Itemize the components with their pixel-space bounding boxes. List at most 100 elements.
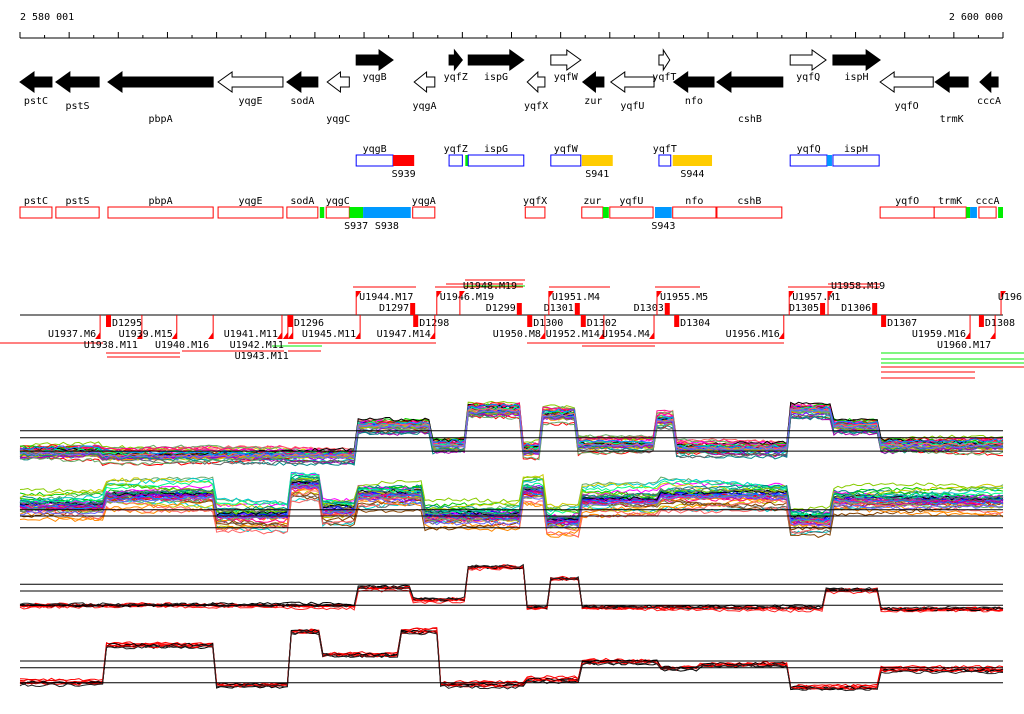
unit-label: yqfO: [895, 196, 919, 207]
segment-box: [393, 155, 415, 166]
terminator-label: D1301: [544, 303, 574, 314]
promoter-flag-icon: [287, 332, 293, 339]
series-line: [19, 476, 1004, 515]
series-line: [19, 473, 1004, 518]
gene-arrow-ispH: [832, 49, 881, 71]
unit-box: [716, 206, 783, 219]
unit-box: [325, 206, 350, 219]
terminator-mark: [674, 315, 680, 327]
series-line: [19, 478, 1004, 520]
promoter-label: U1955.M5: [660, 292, 708, 303]
chart-plus-strand-conditions: [19, 400, 1004, 467]
series-line: [19, 629, 1004, 690]
series-line: [19, 630, 1004, 691]
series-line: [19, 402, 1004, 457]
promoter-flag-icon: [136, 332, 142, 339]
promoter-flag-icon: [789, 291, 795, 298]
terminator-label: D1298: [419, 318, 449, 329]
terminator-label: D1296: [294, 318, 324, 329]
gene-label: yqfW: [554, 72, 579, 83]
unit-label: sodA: [290, 196, 314, 207]
promoter-label: U1945.M11: [302, 329, 356, 340]
terminator-mark: [978, 315, 984, 327]
promoter-flag-icon: [828, 291, 834, 298]
series-line: [19, 627, 1004, 689]
promoter-label: U1954.M4: [602, 329, 650, 340]
terminator-mark: [881, 315, 887, 327]
unit-label: yqgC: [326, 196, 350, 207]
promoter-flag-icon: [429, 332, 435, 339]
series-line: [19, 403, 1004, 457]
promoter-label: U1957.M1: [792, 292, 840, 303]
promoter-label: U1940.M16: [155, 340, 209, 351]
chart-minus-strand-conditions: [19, 471, 1004, 538]
unit-label: ispG: [484, 144, 508, 155]
unit-label: yqgB: [363, 144, 387, 155]
unit-box: [448, 154, 463, 167]
unit-label: yqfX: [523, 196, 547, 207]
terminator-label: D1307: [887, 318, 917, 329]
unit-box: [609, 206, 654, 219]
unit-box: [550, 154, 582, 167]
terminator-mark: [287, 315, 293, 327]
terminator-mark: [820, 303, 826, 315]
promoter-label: U1958.M19: [831, 281, 885, 292]
terminator-mark: [580, 315, 586, 327]
unit-label: zur: [583, 196, 601, 207]
unit-label: trmK: [938, 196, 962, 207]
segment-box: [655, 207, 672, 218]
gene-arrow-cccA: [979, 70, 999, 94]
promoter-flag-icon: [171, 332, 177, 339]
promoter-flag-icon: [965, 332, 971, 339]
promoter-flag-icon: [355, 332, 361, 339]
segment-box: [970, 207, 977, 218]
terminator-mark: [413, 315, 419, 327]
series-line: [19, 564, 1004, 611]
unit-box: [581, 206, 604, 219]
series-line: [19, 565, 1004, 612]
gene-label: yqfT: [652, 72, 676, 83]
promoter-label: U1939.M15: [119, 329, 173, 340]
terminator-label: D1295: [112, 318, 142, 329]
promoter-flag-icon: [649, 332, 655, 339]
unit-box: [978, 206, 997, 219]
promoter-label: U1952.M14: [546, 329, 600, 340]
gene-label: yqfX: [524, 101, 548, 112]
terminator-mark: [410, 303, 416, 315]
promoter-flag-icon: [539, 332, 545, 339]
unit-label: pstC: [24, 196, 48, 207]
terminator-label: D1302: [587, 318, 617, 329]
segment-label: S941: [585, 169, 609, 180]
gene-label: cccA: [977, 96, 1001, 107]
promoter-flag-icon: [990, 332, 996, 339]
segment-label: S939: [392, 169, 416, 180]
unit-label: nfo: [685, 196, 703, 207]
gene-label: trmK: [940, 114, 964, 125]
unit-label: pstS: [65, 196, 89, 207]
series-line: [19, 471, 1004, 519]
promoter-flag-icon: [356, 291, 362, 298]
series-line: [19, 484, 1004, 530]
series-line: [19, 473, 1003, 520]
unit-box: [524, 206, 546, 219]
promoter-flag-icon: [436, 291, 442, 298]
segment-box: [672, 155, 713, 166]
terminator-label: D1297: [379, 303, 409, 314]
promoter-label: U1959.M16: [912, 329, 966, 340]
promoter-flag-icon: [656, 291, 662, 298]
unit-box: [107, 206, 214, 219]
segment-box: [319, 207, 325, 218]
terminator-mark: [664, 303, 670, 315]
unit-box: [789, 154, 828, 167]
gene-label: yqfU: [620, 101, 644, 112]
gene-label: yqfZ: [444, 72, 468, 83]
unit-box: [355, 154, 394, 167]
terminator-mark: [527, 315, 533, 327]
terminator-mark: [872, 303, 878, 315]
gene-label: zur: [584, 96, 602, 107]
gene-label: yqgC: [326, 114, 350, 125]
chart-plus-strand-summary: [19, 563, 1004, 613]
gene-label: pstS: [65, 101, 89, 112]
segment-label: S937: [344, 221, 368, 232]
